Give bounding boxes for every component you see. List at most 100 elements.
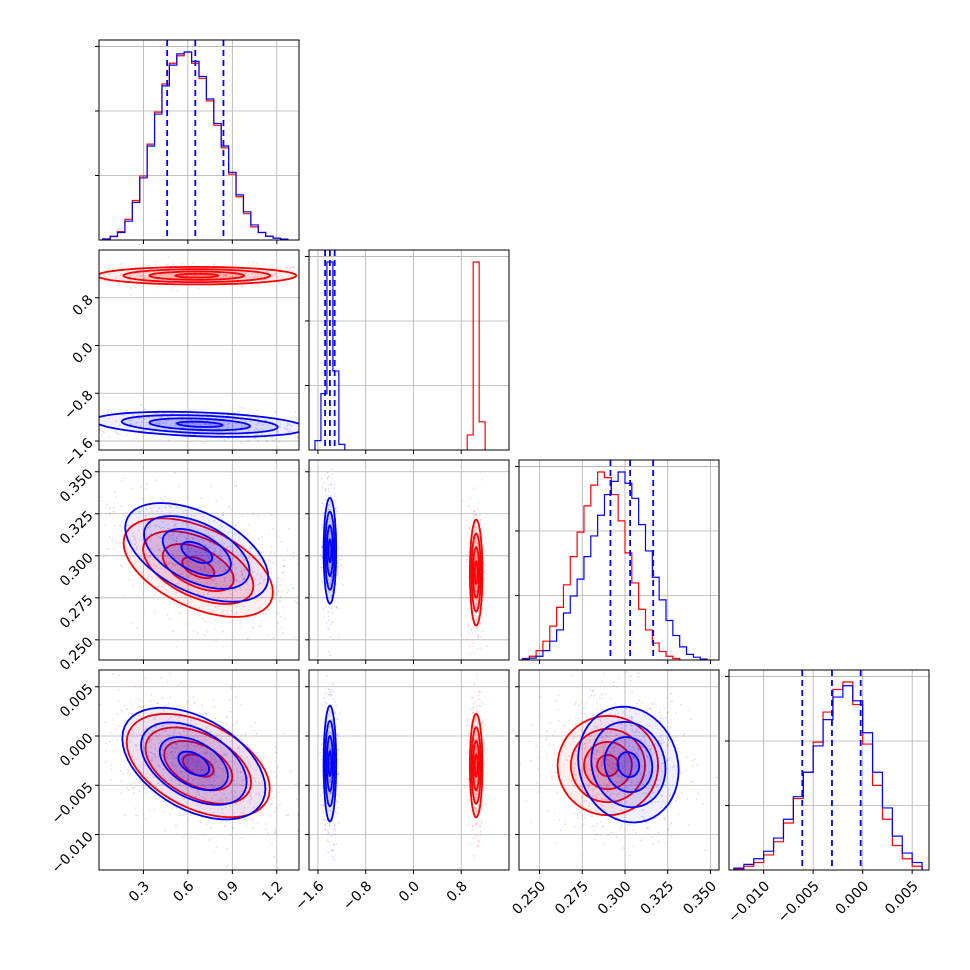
scatter-point: [475, 602, 477, 605]
scatter-point: [122, 772, 124, 775]
scatter-point: [475, 541, 477, 544]
scatter-point: [214, 547, 217, 550]
scatter-point: [198, 761, 201, 764]
scatter-point: [207, 520, 210, 522]
scatter-point: [137, 713, 140, 716]
panel-p0-p2: [95, 459, 300, 664]
scatter-point: [273, 827, 276, 830]
scatter-point: [127, 771, 129, 774]
scatter-point: [143, 277, 146, 280]
scatter-point: [170, 739, 173, 742]
scatter-point: [204, 551, 207, 554]
scatter-point: [151, 577, 153, 580]
scatter-point: [1, 415, 3, 417]
scatter-point: [337, 822, 340, 824]
scatter-point: [464, 786, 467, 789]
scatter-point: [221, 808, 224, 810]
scatter-point: [254, 284, 257, 286]
scatter-point: [234, 789, 236, 792]
scatter-point: [138, 705, 141, 708]
scatter-point: [192, 755, 195, 758]
contour-red: [122, 268, 272, 284]
histogram-red: [733, 681, 923, 870]
scatter-point: [136, 733, 139, 736]
scatter-point: [102, 432, 105, 435]
scatter-point: [631, 779, 634, 782]
scatter-point: [605, 730, 608, 733]
scatter-point: [197, 528, 199, 531]
scatter-point: [154, 747, 157, 750]
scatter-point: [192, 538, 194, 541]
scatter-point: [275, 593, 278, 596]
scatter-point: [248, 589, 251, 592]
scatter-point: [319, 751, 322, 754]
scatter-point: [163, 428, 166, 431]
scatter-point: [477, 804, 480, 807]
scatter-point: [318, 831, 320, 833]
scatter-point: [205, 777, 207, 779]
scatter-point: [312, 804, 314, 806]
scatter-point: [469, 628, 472, 630]
scatter-point: [164, 555, 167, 558]
scatter-point: [286, 549, 289, 552]
scatter-point: [477, 694, 480, 696]
scatter-point: [182, 575, 185, 578]
contour-blue: [140, 721, 248, 806]
scatter-point: [322, 608, 325, 611]
scatter-point: [330, 834, 333, 837]
scatter-point: [210, 777, 213, 779]
scatter-point: [278, 441, 281, 443]
scatter-point: [329, 581, 332, 584]
scatter-point: [69, 430, 71, 432]
scatter-point: [477, 705, 479, 707]
scatter-point: [152, 730, 154, 733]
scatter-point: [211, 783, 214, 786]
scatter-point: [572, 783, 575, 786]
scatter-point: [665, 842, 668, 844]
scatter-point: [634, 764, 637, 767]
scatter-point: [602, 825, 605, 828]
scatter-point: [321, 805, 324, 807]
scatter-point: [326, 626, 329, 628]
scatter-point: [617, 677, 620, 680]
scatter-point: [126, 270, 129, 273]
scatter-point: [335, 605, 338, 608]
scatter-point: [328, 533, 331, 536]
scatter-point: [224, 820, 227, 823]
scatter-point: [145, 751, 147, 754]
scatter-point: [676, 747, 679, 750]
scatter-point: [204, 785, 207, 788]
scatter-point: [172, 533, 175, 536]
scatter-point: [586, 767, 589, 770]
scatter-point: [146, 749, 149, 752]
scatter-point: [225, 538, 228, 540]
scatter-point: [183, 762, 186, 765]
scatter-point: [565, 732, 568, 735]
scatter-point: [177, 557, 180, 560]
scatter-point: [306, 793, 308, 795]
scatter-point: [277, 589, 280, 592]
scatter-point: [467, 505, 470, 507]
scatter-point: [605, 784, 608, 786]
scatter-point: [254, 274, 256, 277]
scatter-point: [145, 817, 148, 820]
scatter-point: [327, 851, 330, 854]
scatter-point: [205, 823, 208, 826]
panel-p1-p3: [305, 669, 510, 874]
scatter-point: [270, 798, 273, 800]
scatter-point: [340, 277, 342, 279]
scatter-point: [244, 825, 247, 828]
scatter-point: [328, 504, 331, 507]
scatter-point: [176, 788, 179, 791]
scatter-point: [474, 823, 477, 825]
scatter-point: [323, 505, 325, 508]
scatter-point: [265, 823, 267, 825]
scatter-point: [480, 820, 483, 822]
scatter-point: [239, 587, 242, 590]
scatter-point: [576, 814, 579, 817]
scatter-point: [231, 610, 233, 612]
scatter-point: [157, 585, 160, 588]
scatter-point: [550, 776, 553, 778]
scatter-point: [186, 602, 189, 604]
scatter-point: [551, 764, 554, 767]
